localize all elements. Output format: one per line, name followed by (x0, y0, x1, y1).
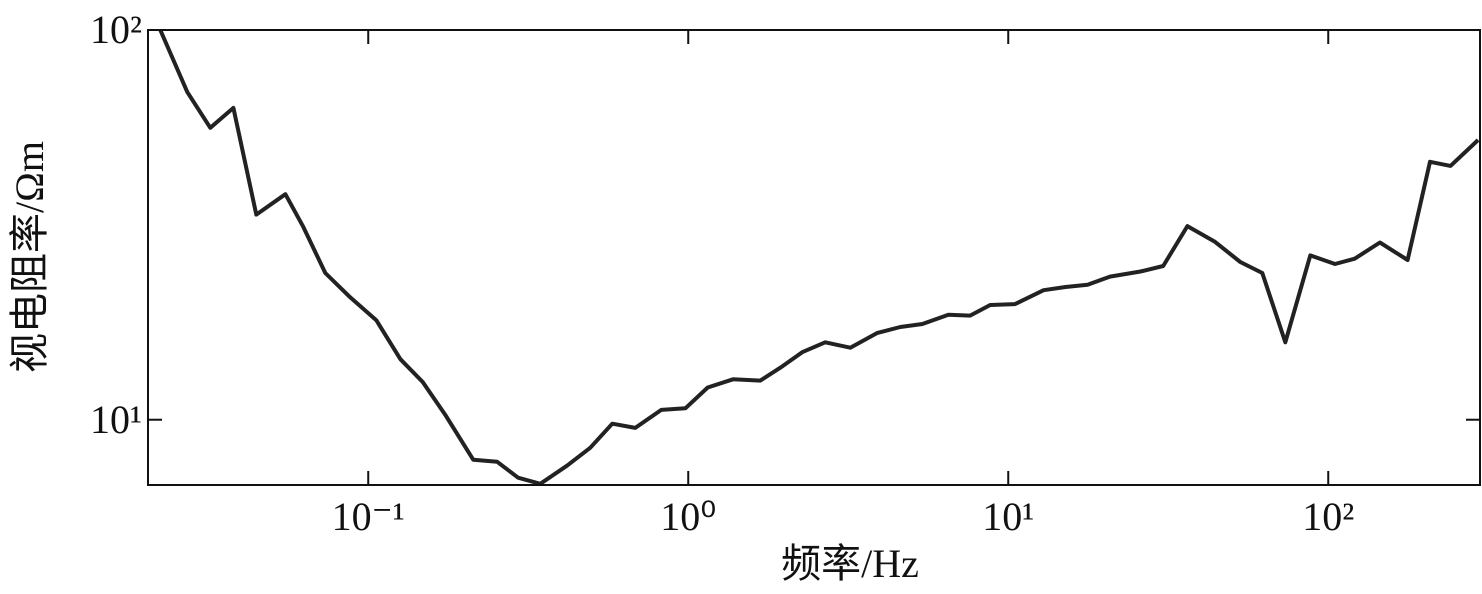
y-tick-label: 10² (90, 7, 142, 52)
y-tick-label: 10¹ (90, 397, 142, 442)
x-tick-label: 10² (1302, 494, 1354, 539)
x-tick-label: 10¹ (982, 494, 1034, 539)
x-tick-label: 10⁻¹ (332, 494, 405, 539)
x-tick-label: 10⁰ (660, 494, 716, 539)
plot-frame (147, 29, 1481, 486)
x-axis-label: 频率/Hz (781, 541, 919, 586)
y-axis-label: 视电阻率/Ωm (7, 141, 52, 373)
data-line (158, 30, 1480, 485)
